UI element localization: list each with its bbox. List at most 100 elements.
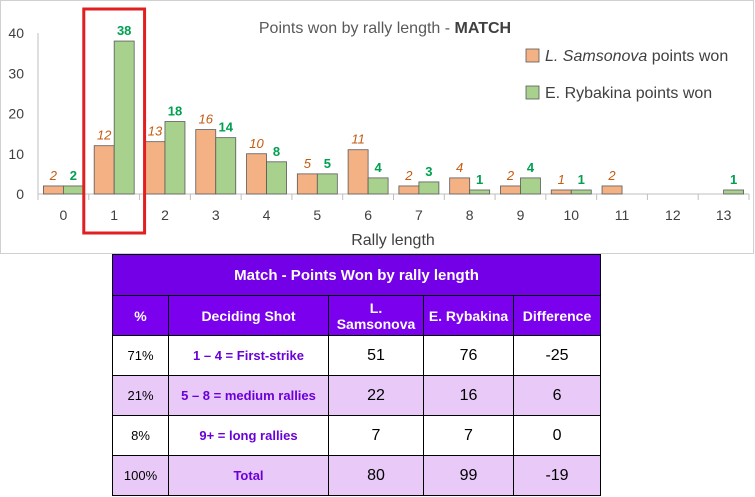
- row-difference: -25: [512, 335, 602, 376]
- table-row: 21% 5 – 8 = medium rallies 22 16 6: [112, 375, 602, 416]
- legend-label-rybakina: E. Rybakina points won: [545, 85, 712, 102]
- row-difference: -19: [512, 455, 602, 496]
- bar-rybakina: [62, 185, 84, 195]
- row-rybakina: 76: [423, 335, 514, 376]
- row-percent: 71%: [112, 335, 169, 376]
- bar-samsonova: [449, 177, 471, 195]
- x-tick-label: 6: [364, 207, 372, 223]
- y-tick-label: 0: [16, 186, 24, 202]
- row-rybakina: 7: [423, 415, 514, 456]
- x-tick-label: 11: [615, 207, 630, 223]
- x-tick-label: 3: [212, 207, 220, 223]
- legend-swatch-rybakina: [525, 85, 540, 100]
- row-rybakina: 16: [423, 375, 514, 416]
- rally-length-table: Match - Points Won by rally length % Dec…: [111, 254, 602, 496]
- data-label-samsonova: 5: [304, 156, 312, 171]
- x-tick-label: 4: [263, 207, 271, 223]
- table-row: 8% 9+ = long rallies 7 7 0: [112, 415, 602, 456]
- bar-samsonova: [144, 141, 166, 195]
- row-samsonova: 7: [328, 415, 424, 456]
- data-label-samsonova: 1: [558, 172, 565, 187]
- x-tick-label: 2: [161, 207, 169, 223]
- data-label-rybakina: 1: [476, 172, 483, 187]
- table-title-row: Match - Points Won by rally length: [111, 254, 602, 296]
- legend-swatch-samsonova: [525, 48, 540, 63]
- bar-rybakina: [418, 181, 440, 195]
- x-tick-label: 8: [466, 207, 474, 223]
- chart-title-bold: MATCH: [455, 20, 512, 37]
- data-label-samsonova: 2: [607, 168, 616, 183]
- x-tick-label: 7: [415, 207, 423, 223]
- bar-samsonova: [246, 153, 267, 195]
- data-label-samsonova: 4: [456, 160, 463, 175]
- data-label-samsonova: 2: [404, 168, 413, 183]
- x-tick-label: 12: [665, 207, 681, 223]
- bar-rybakina: [113, 40, 135, 195]
- data-label-samsonova: 11: [351, 132, 365, 147]
- row-difference: 6: [512, 375, 602, 416]
- bar-rybakina: [215, 137, 237, 195]
- bar-rybakina: [570, 189, 592, 195]
- bar-samsonova: [398, 185, 420, 195]
- row-samsonova: 80: [328, 455, 424, 496]
- bar-samsonova: [601, 185, 623, 195]
- legend-label-samsonova-italic: L. Samsonova: [545, 48, 647, 65]
- bar-samsonova: [347, 149, 369, 195]
- row-difference: 0: [512, 415, 602, 456]
- bar-samsonova: [550, 189, 572, 195]
- header-deciding-shot: Deciding Shot: [168, 295, 329, 336]
- bar-samsonova: [296, 173, 318, 195]
- x-tick-label: 13: [716, 207, 732, 223]
- bar-rybakina: [469, 189, 491, 195]
- data-label-samsonova: 16: [199, 112, 214, 127]
- bar-rybakina: [520, 177, 541, 195]
- x-axis-title: Rally length: [351, 232, 435, 249]
- table-row: 100% Total 80 99 -19: [112, 455, 602, 496]
- x-tick-label: 9: [517, 207, 525, 223]
- bar-samsonova: [195, 129, 217, 195]
- bar-rybakina: [367, 177, 389, 195]
- row-percent: 8%: [112, 415, 169, 456]
- bar-rybakina: [266, 161, 287, 195]
- row-deciding-shot: 9+ = long rallies: [168, 415, 329, 456]
- header-percent: %: [112, 295, 169, 336]
- data-label-samsonova: 2: [49, 168, 58, 183]
- chart-panel: 0 10 20 30 40 2 12 13 16 10 5 11 2 4 2 1 2 2 38 18 14 8 5 4 3 1 4 1…: [0, 0, 754, 254]
- data-label-rybakina: 1: [578, 172, 585, 187]
- data-label-samsonova: 2: [506, 168, 515, 183]
- data-label-rybakina: 4: [374, 160, 382, 175]
- y-tick-label: 40: [8, 25, 24, 41]
- header-rybakina: E. Rybakina: [423, 295, 514, 336]
- bar-samsonova: [93, 145, 115, 195]
- data-label-rybakina: 2: [70, 168, 77, 183]
- table-row: 71% 1 – 4 = First-strike 51 76 -25: [112, 335, 602, 376]
- bar-rybakina: [723, 189, 745, 195]
- row-rybakina: 99: [423, 455, 514, 496]
- header-samsonova: L. Samsonova: [328, 295, 424, 336]
- bar-rybakina: [316, 173, 338, 195]
- table-header-row: % Deciding Shot L. Samsonova E. Rybakina…: [112, 295, 602, 336]
- x-tick-label: 5: [313, 207, 321, 223]
- row-deciding-shot: 5 – 8 = medium rallies: [168, 375, 329, 416]
- data-label-samsonova: 13: [148, 124, 163, 139]
- row-percent: 21%: [112, 375, 169, 416]
- data-label-rybakina: 38: [117, 23, 131, 38]
- row-samsonova: 22: [328, 375, 424, 416]
- data-label-rybakina: 3: [425, 164, 432, 179]
- bar-rybakina: [164, 121, 186, 195]
- table-title: Match - Points Won by rally length: [111, 254, 602, 296]
- data-label-rybakina: 14: [219, 120, 234, 135]
- data-label-rybakina: 1: [730, 172, 737, 187]
- legend-label-samsonova: L. Samsonova points won: [545, 48, 728, 65]
- data-label-samsonova: 10: [249, 136, 264, 151]
- x-tick-label: 1: [110, 207, 118, 223]
- chart-title-prefix: Points won by rally length -: [259, 20, 455, 37]
- data-label-rybakina: 5: [324, 156, 331, 171]
- row-percent: 100%: [112, 455, 169, 496]
- x-tick-label: 10: [563, 207, 579, 223]
- bar-samsonova: [42, 185, 64, 195]
- y-tick-label: 20: [8, 106, 24, 122]
- row-samsonova: 51: [328, 335, 424, 376]
- data-label-rybakina: 18: [168, 104, 182, 119]
